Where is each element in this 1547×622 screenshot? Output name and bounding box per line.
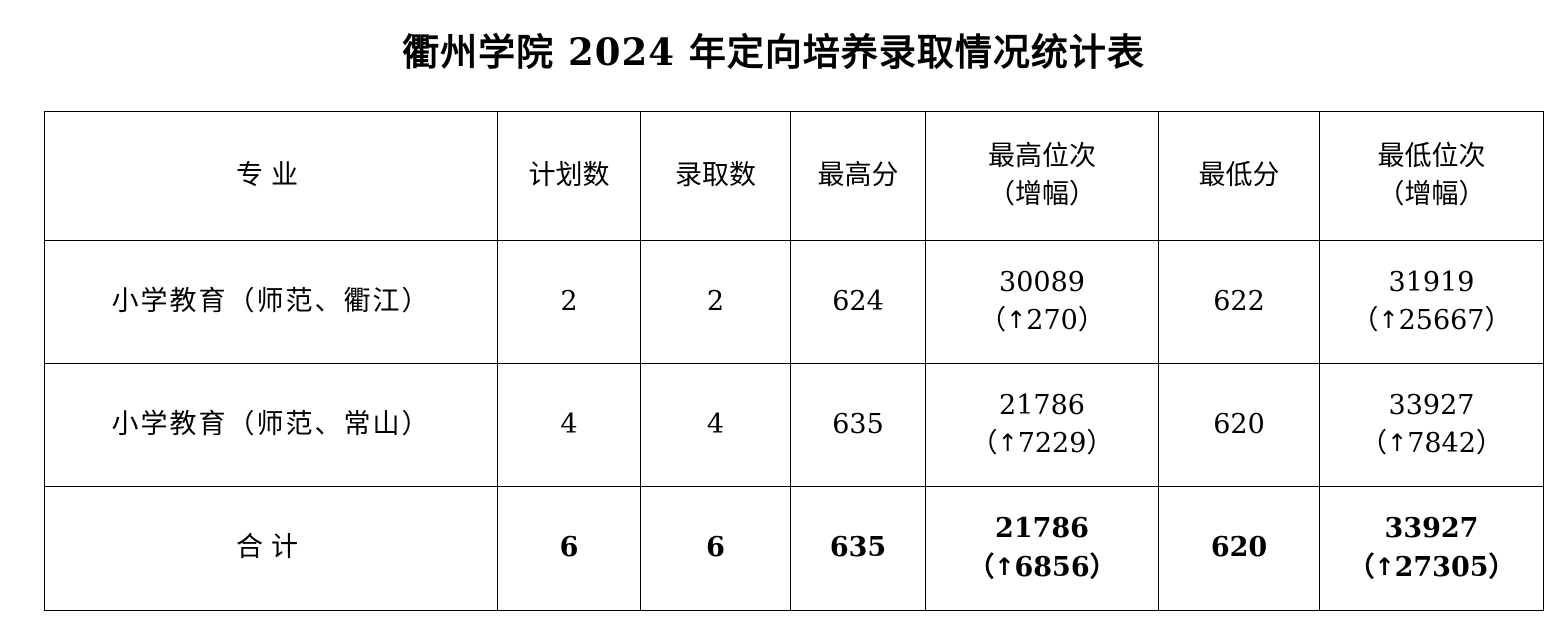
- column-header-lowest-score: 最低分: [1158, 111, 1320, 241]
- paren-open: （: [967, 551, 995, 583]
- column-header-lowest-rank: 最低位次 （增幅）: [1319, 111, 1544, 241]
- cell-lowest-rank-value: 31919: [1388, 266, 1475, 298]
- paren-open: （: [1347, 551, 1375, 583]
- delta-value: 7229: [1017, 428, 1087, 459]
- paren-close: ）: [1475, 428, 1503, 459]
- up-arrow-icon: ↑: [1374, 552, 1395, 581]
- page-title: 衢州学院 2024 年定向培养录取情况统计表: [402, 30, 1145, 74]
- paren-close: ）: [1089, 551, 1117, 583]
- cell-admitted-count-total: 6: [640, 486, 791, 611]
- cell-lowest-score-total: 620: [1158, 486, 1320, 611]
- paren-open: （: [1351, 305, 1379, 336]
- table-total-row: 合计 6 6 635 21786 （↑6856） 620 33927 （↑273…: [44, 486, 1544, 611]
- paren-open: （: [970, 428, 998, 459]
- cell-lowest-rank-total: 33927 （↑27305）: [1319, 486, 1544, 611]
- cell-highest-rank: 30089 （↑270）: [925, 240, 1159, 364]
- cell-highest-rank-value: 21786: [995, 513, 1089, 545]
- delta-value: 25667: [1398, 305, 1485, 336]
- cell-highest-rank-delta: （↑270）: [928, 303, 1156, 339]
- statistics-table-container: 专业 计划数 录取数 最高分 最高位次 （增幅） 最低分 最低位次 （增幅）: [44, 111, 1544, 611]
- up-arrow-icon: ↑: [1378, 306, 1399, 334]
- column-header-lowest-rank-line1: 最低位次: [1377, 140, 1486, 172]
- cell-major-total-label: 合计: [44, 486, 498, 611]
- cell-highest-rank-delta: （↑6856）: [928, 550, 1156, 586]
- column-header-lowest-rank-line2: （增幅）: [1377, 179, 1486, 210]
- delta-value: 7842: [1407, 428, 1476, 459]
- cell-highest-rank-delta: （↑7229）: [928, 426, 1156, 462]
- cell-lowest-rank-delta: （↑27305）: [1322, 550, 1541, 586]
- paren-close: ）: [1488, 551, 1516, 583]
- cell-lowest-score: 620: [1158, 363, 1320, 487]
- delta-value: 6856: [1014, 551, 1090, 583]
- cell-lowest-rank-delta: （↑25667）: [1322, 303, 1541, 339]
- column-header-highest-rank-line2: （增幅）: [988, 179, 1096, 210]
- cell-major: 小学教育（师范、常山）: [44, 363, 498, 487]
- cell-lowest-score: 622: [1158, 240, 1320, 364]
- cell-major: 小学教育（师范、衢江）: [44, 240, 498, 364]
- up-arrow-icon: ↑: [1387, 429, 1408, 457]
- cell-lowest-rank: 33927 （↑7842）: [1319, 363, 1544, 487]
- up-arrow-icon: ↑: [1006, 306, 1027, 334]
- paren-open: （: [979, 305, 1007, 336]
- cell-admitted-count: 2: [640, 240, 791, 364]
- cell-lowest-rank-value: 33927: [1388, 389, 1475, 421]
- cell-admitted-count: 4: [640, 363, 791, 487]
- cell-plan-count: 2: [497, 240, 641, 364]
- paren-close: ）: [1077, 305, 1105, 336]
- column-header-highest-rank: 最高位次 （增幅）: [925, 111, 1159, 241]
- cell-highest-score-total: 635: [790, 486, 926, 611]
- column-header-highest-rank-line1: 最高位次: [988, 140, 1096, 172]
- delta-value: 270: [1026, 305, 1078, 336]
- cell-highest-rank-total: 21786 （↑6856）: [925, 486, 1159, 611]
- up-arrow-icon: ↑: [997, 429, 1018, 457]
- cell-highest-score: 635: [790, 363, 926, 487]
- paren-close: ）: [1086, 428, 1114, 459]
- delta-value: 27305: [1394, 551, 1489, 583]
- cell-lowest-rank: 31919 （↑25667）: [1319, 240, 1544, 364]
- cell-highest-rank-value: 21786: [999, 389, 1085, 421]
- cell-highest-rank-value: 30089: [999, 266, 1085, 298]
- table-row: 小学教育（师范、常山） 4 4 635 21786 （↑7229） 620 33…: [44, 363, 1544, 487]
- cell-highest-rank: 21786 （↑7229）: [925, 363, 1159, 487]
- up-arrow-icon: ↑: [994, 552, 1015, 581]
- cell-plan-count-total: 6: [497, 486, 641, 611]
- paren-open: （: [1360, 428, 1388, 459]
- paren-close: ）: [1484, 305, 1512, 336]
- column-header-highest-score: 最高分: [790, 111, 926, 241]
- table-header-row: 专业 计划数 录取数 最高分 最高位次 （增幅） 最低分 最低位次 （增幅）: [44, 111, 1544, 241]
- cell-lowest-rank-value: 33927: [1384, 513, 1479, 545]
- column-header-admitted-count: 录取数: [640, 111, 791, 241]
- table-row: 小学教育（师范、衢江） 2 2 624 30089 （↑270） 622 319…: [44, 240, 1544, 364]
- cell-lowest-rank-delta: （↑7842）: [1322, 426, 1541, 462]
- cell-plan-count: 4: [497, 363, 641, 487]
- cell-highest-score: 624: [790, 240, 926, 364]
- statistics-table: 专业 计划数 录取数 最高分 最高位次 （增幅） 最低分 最低位次 （增幅）: [44, 111, 1544, 611]
- column-header-major: 专业: [44, 111, 498, 241]
- column-header-plan-count: 计划数: [497, 111, 641, 241]
